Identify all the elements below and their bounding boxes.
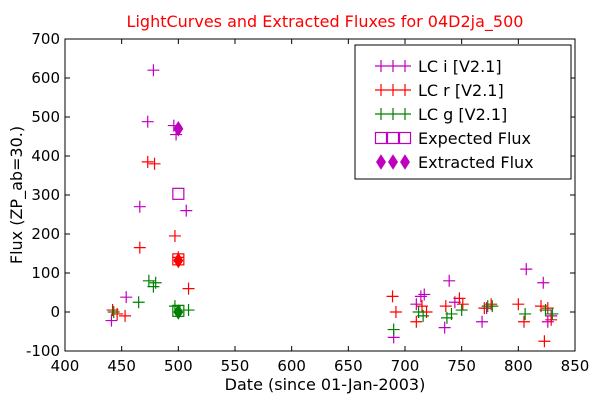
y-tick-label: 200 [31,225,60,243]
data-point-r [168,229,181,242]
data-point-i [180,204,193,217]
legend-entry: Expected Flux [374,129,531,148]
data-point-r [518,315,530,328]
legend-symbol [374,131,388,145]
legend-symbol [387,108,399,120]
data-point-g [417,309,430,322]
legend-symbol [376,154,386,170]
legend-symbol [399,84,411,96]
data-point-i [120,291,133,304]
y-tick-label: 400 [31,147,60,165]
legend-symbol [386,131,400,145]
x-tick-label: 650 [334,357,363,375]
data-point-g [455,304,468,317]
legend-symbol [388,154,398,170]
data-point-g [486,300,499,313]
legend-symbol [387,60,399,72]
x-tick-label: 450 [107,357,136,375]
data-point-i [476,315,489,328]
data-point-r [133,241,146,254]
legend-entry: LC g [V2.1] [375,105,507,124]
data-point-g [539,304,552,317]
data-marks [105,64,559,348]
legend-symbol [398,131,412,145]
data-point-g [182,304,195,317]
legend-label: LC i [V2.1] [418,57,502,76]
axis-ticks: 400 450 500 550 600 650 700 750 800 850 -100 0 100 20… [26,30,589,375]
data-point-g [107,306,120,318]
x-tick-label: 550 [221,357,250,375]
data-point-g [519,307,532,320]
expected-flux-marker-i [172,187,185,200]
data-point-g [387,323,400,336]
y-tick-label: -100 [26,342,60,360]
data-point-i [133,200,146,213]
legend-entry: LC i [V2.1] [375,57,502,76]
x-tick-label: 400 [51,357,80,375]
data-point-i [438,321,451,334]
x-tick-label: 700 [391,357,420,375]
data-point-r [141,155,154,168]
data-point-r [148,157,161,170]
data-point-r [389,306,402,318]
data-point-g [149,276,162,289]
x-axis-label: Date (since 01-Jan-2003) [225,375,426,394]
data-point-i [418,288,431,301]
data-point-r [456,298,469,311]
x-tick-label: 600 [277,357,306,375]
data-point-r [512,298,525,311]
y-axis-label: Flux (ZP_ab=30.) [7,126,27,264]
data-point-i [410,298,423,311]
x-tick-label: 500 [164,357,193,375]
y-tick-label: 0 [50,303,60,321]
legend-label: Extracted Flux [418,153,534,172]
y-tick-label: 700 [31,30,60,48]
data-point-r [485,298,498,311]
legend-symbol [375,60,387,72]
data-point-i [105,314,118,327]
extracted-flux-marker-i [173,120,184,137]
data-point-i [141,115,154,128]
x-tick-label: 800 [504,357,533,375]
x-tick-label: 850 [561,357,590,375]
data-point-r [111,307,124,320]
extracted-flux-marker-g [173,304,184,320]
data-point-r [439,300,452,313]
legend-label: Expected Flux [418,129,531,148]
legend-label: LC r [V2.1] [418,81,504,100]
legend-symbol [387,84,399,96]
data-point-r [545,313,558,326]
data-point-i [147,64,160,77]
y-tick-label: 100 [31,264,60,282]
legend-entry: LC r [V2.1] [375,81,504,100]
extracted-flux-marker-r [173,252,184,269]
data-point-g [132,296,145,309]
legend-label: LC g [V2.1] [418,105,507,124]
data-point-r [538,335,551,348]
data-point-r [119,309,132,322]
legend-symbol [399,60,411,72]
data-point-g [445,307,458,320]
data-point-r [410,315,423,328]
data-point-g [546,307,559,320]
data-point-r [182,282,195,295]
data-point-r [386,290,399,303]
y-tick-label: 300 [31,186,60,204]
legend-entry: Extracted Flux [376,153,534,172]
legend-symbol [375,108,387,120]
legend-symbol [375,84,387,96]
legend: LC i [V2.1] LC r [V2.1] LC g [V2.1] Expecte… [354,44,572,180]
data-point-i [520,263,533,276]
chart-title: LightCurves and Extracted Fluxes for 04D… [127,12,524,32]
data-point-i [443,274,456,287]
y-tick-label: 600 [31,69,60,87]
data-point-i [414,290,427,303]
data-point-i [537,276,550,289]
x-tick-label: 750 [447,357,476,375]
legend-symbol [399,108,411,120]
legend-box [354,44,572,180]
y-tick-label: 500 [31,108,60,126]
legend-symbol [400,154,410,170]
